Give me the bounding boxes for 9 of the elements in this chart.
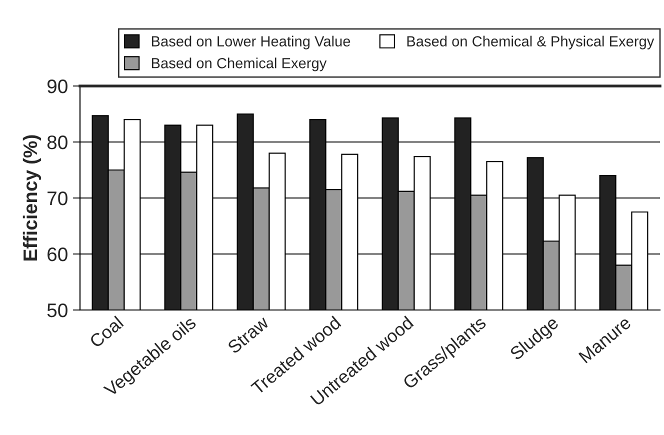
y-tick-label: 50 <box>47 303 68 318</box>
y-tick-label: 90 <box>47 79 68 94</box>
legend-label: Based on Chemical & Physical Exergy <box>407 36 654 50</box>
y-tick-label: 60 <box>48 247 68 262</box>
y-tick-label: 70 <box>48 191 68 206</box>
legend-label: Based on Lower Heating Value <box>152 36 350 50</box>
y-tick-label: 80 <box>47 135 68 150</box>
y-axis-title: Efficiency (%) <box>22 135 42 260</box>
legend-label: Based on Chemical Exergy <box>152 58 327 72</box>
